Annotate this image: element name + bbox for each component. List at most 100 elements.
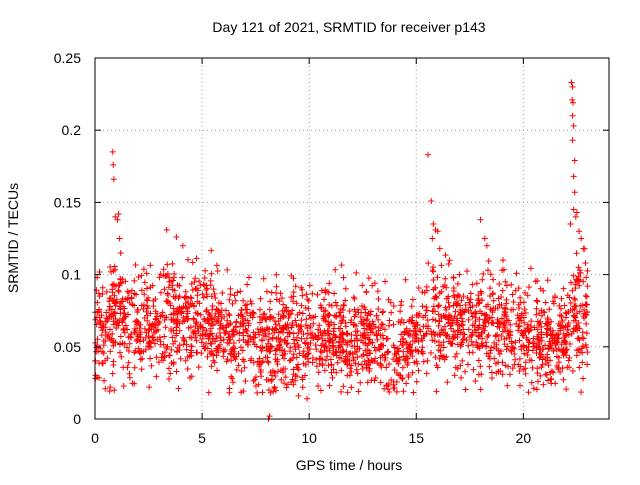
data-point [299, 292, 306, 299]
data-point [321, 296, 328, 303]
data-point [325, 328, 332, 335]
data-point [486, 314, 493, 321]
data-point [259, 336, 266, 343]
data-point [404, 362, 411, 369]
data-point [542, 342, 549, 349]
data-point [580, 278, 587, 285]
data-point [275, 311, 282, 318]
data-point [243, 310, 250, 317]
data-point [348, 331, 355, 338]
data-point [144, 312, 151, 319]
data-point [121, 305, 128, 312]
data-point [400, 388, 407, 395]
data-point [126, 299, 133, 306]
data-point [113, 296, 120, 303]
data-point [549, 337, 556, 344]
data-point [364, 379, 371, 386]
data-point [359, 353, 366, 360]
data-point [273, 283, 280, 290]
data-point [283, 384, 290, 391]
data-point [512, 339, 519, 346]
data-point [133, 338, 140, 345]
data-point [141, 291, 148, 298]
data-point [476, 332, 483, 339]
data-point [503, 346, 510, 353]
data-point [296, 350, 303, 357]
data-point [144, 317, 151, 324]
data-point [215, 313, 222, 320]
data-point [383, 336, 390, 343]
data-point [241, 364, 248, 371]
data-point [182, 357, 189, 364]
data-point [459, 357, 466, 364]
data-point [546, 306, 553, 313]
data-point [308, 334, 315, 341]
data-point [255, 381, 262, 388]
data-point [115, 322, 122, 329]
data-point [116, 319, 123, 326]
data-point [173, 330, 180, 337]
data-point [361, 321, 368, 328]
data-point [159, 350, 166, 357]
data-point [115, 210, 122, 217]
data-point [188, 280, 195, 287]
data-point [229, 375, 236, 382]
data-point [576, 267, 583, 274]
data-point [132, 262, 139, 269]
data-point [505, 363, 512, 370]
data-point [133, 291, 140, 298]
data-point [322, 357, 329, 364]
data-point [398, 298, 405, 305]
data-point [171, 274, 178, 281]
data-point [524, 321, 531, 328]
data-point [397, 308, 404, 315]
data-point [140, 301, 147, 308]
data-point [125, 289, 132, 296]
data-point [140, 305, 147, 312]
data-point [564, 326, 571, 333]
data-point [110, 339, 117, 346]
data-point [169, 260, 176, 267]
data-point [358, 361, 365, 368]
data-point [267, 298, 274, 305]
data-point [454, 327, 461, 334]
data-point [536, 341, 543, 348]
data-point [228, 351, 235, 358]
data-point [272, 356, 279, 363]
data-point [174, 281, 181, 288]
data-point [363, 289, 370, 296]
data-point [413, 378, 420, 385]
data-point [240, 297, 247, 304]
data-point [576, 325, 583, 332]
data-point [163, 226, 170, 233]
data-point [576, 228, 583, 235]
data-point [202, 267, 209, 274]
data-point [560, 346, 567, 353]
data-point [209, 316, 216, 323]
y-tick-label: 0.05 [54, 339, 81, 355]
data-point [485, 332, 492, 339]
data-point [362, 309, 369, 316]
data-point [317, 302, 324, 309]
data-point [451, 313, 458, 320]
data-point [99, 284, 106, 291]
data-point [193, 318, 200, 325]
data-point [584, 283, 591, 290]
data-point [280, 301, 287, 308]
data-point [197, 311, 204, 318]
data-point [212, 310, 219, 317]
data-point [109, 148, 116, 155]
data-point [583, 293, 590, 300]
data-point [210, 351, 217, 358]
data-point [292, 317, 299, 324]
data-point [250, 359, 257, 366]
data-point [450, 284, 457, 291]
data-point [340, 301, 347, 308]
data-point [520, 330, 527, 337]
data-point [93, 287, 100, 294]
data-point [365, 362, 372, 369]
data-point [302, 304, 309, 311]
data-point [561, 339, 568, 346]
y-tick-label: 0.25 [54, 50, 81, 66]
data-point [245, 274, 252, 281]
